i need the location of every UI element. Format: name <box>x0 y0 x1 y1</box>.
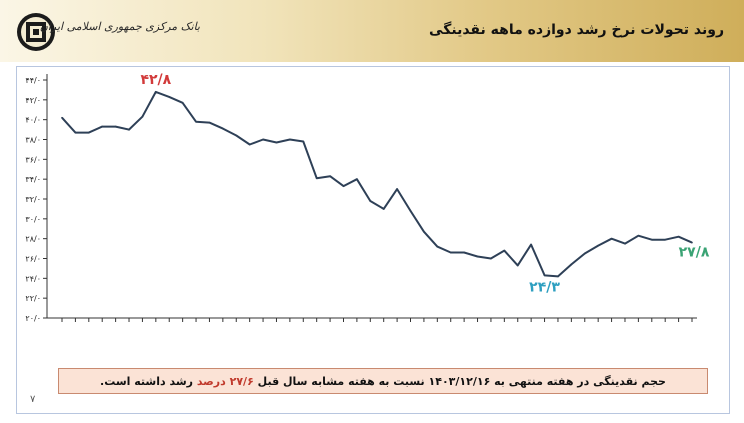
data-point <box>168 96 171 98</box>
y-tick-label: ۲۰/۰ <box>25 314 41 323</box>
data-point <box>181 102 184 104</box>
header-banner: بانک مرکزی جمهوری اسلامی ایران روند تحول… <box>0 0 744 62</box>
data-point <box>423 230 425 233</box>
data-point <box>356 178 358 180</box>
data-point <box>262 138 264 141</box>
data-point <box>677 235 680 238</box>
data-point <box>530 243 532 246</box>
data-point <box>342 185 345 187</box>
data-point <box>463 251 465 254</box>
data-point <box>597 244 599 247</box>
data-point <box>449 251 452 254</box>
data-point <box>557 275 559 278</box>
data-point <box>396 188 398 190</box>
y-tick-label: ۲۸/۰ <box>25 235 41 244</box>
data-point <box>315 177 318 179</box>
y-tick-label: ۴۴/۰ <box>25 76 41 85</box>
data-point <box>369 200 372 202</box>
data-point <box>382 208 385 210</box>
data-point <box>543 274 546 277</box>
y-tick-label: ۳۸/۰ <box>25 136 41 145</box>
data-point <box>222 127 224 130</box>
note-highlight: ۲۷/۶ درصد <box>196 374 254 388</box>
page-number: ۷ <box>30 394 36 405</box>
data-point <box>289 138 291 141</box>
summary-note-box: حجم نقدینگی در هفته منتهی به ۱۴۰۳/۱۲/۱۶ … <box>58 368 708 394</box>
data-label: ۴۲/۸ <box>140 72 171 88</box>
data-point <box>691 241 693 244</box>
data-point <box>114 125 117 128</box>
y-tick-label: ۳۲/۰ <box>25 195 41 204</box>
y-tick-label: ۲۴/۰ <box>25 274 41 283</box>
data-point <box>248 143 251 146</box>
data-point <box>516 264 519 267</box>
y-tick-label: ۳۶/۰ <box>25 155 41 164</box>
data-point <box>409 210 412 212</box>
data-point <box>583 252 586 255</box>
data-point <box>610 237 613 240</box>
data-point <box>208 121 211 124</box>
data-point <box>650 238 653 241</box>
data-point <box>490 257 492 260</box>
data-point <box>235 134 238 137</box>
summary-note: حجم نقدینگی در هفته منتهی به ۱۴۰۳/۱۲/۱۶ … <box>100 375 666 388</box>
bank-logo-icon <box>17 13 55 51</box>
data-point <box>155 91 157 93</box>
data-point <box>624 242 626 245</box>
data-point <box>637 234 640 237</box>
bank-name: بانک مرکزی جمهوری اسلامی ایران <box>39 20 200 33</box>
page-title: روند تحولات نرخ رشد دوازده ماهه نقدینگی <box>429 22 724 38</box>
data-point <box>101 125 104 128</box>
data-point <box>302 140 305 143</box>
data-point <box>61 116 63 119</box>
data-label: ۲۴/۳ <box>529 279 560 295</box>
data-label: ۲۷/۸ <box>679 245 710 261</box>
data-point <box>74 131 77 134</box>
data-point <box>664 238 666 241</box>
data-point <box>503 249 506 252</box>
y-tick-label: ۲۲/۰ <box>25 294 41 303</box>
data-point <box>476 255 479 258</box>
y-tick-label: ۲۶/۰ <box>25 255 41 264</box>
note-text-after: رشد داشته است. <box>100 374 193 388</box>
y-tick-label: ۴۲/۰ <box>25 96 41 105</box>
data-point <box>570 263 573 266</box>
y-tick-label: ۳۴/۰ <box>25 175 41 184</box>
y-tick-label: ۴۰/۰ <box>25 116 41 125</box>
data-point <box>141 115 144 118</box>
data-point <box>88 131 90 134</box>
data-point <box>436 245 439 248</box>
note-text-before: حجم نقدینگی در هفته منتهی به ۱۴۰۳/۱۲/۱۶ … <box>257 374 666 388</box>
data-point <box>329 175 331 177</box>
data-point <box>195 120 197 123</box>
data-point <box>128 128 130 131</box>
data-point <box>275 141 278 144</box>
series-line <box>61 90 693 278</box>
y-tick-label: ۳۰/۰ <box>25 215 41 224</box>
